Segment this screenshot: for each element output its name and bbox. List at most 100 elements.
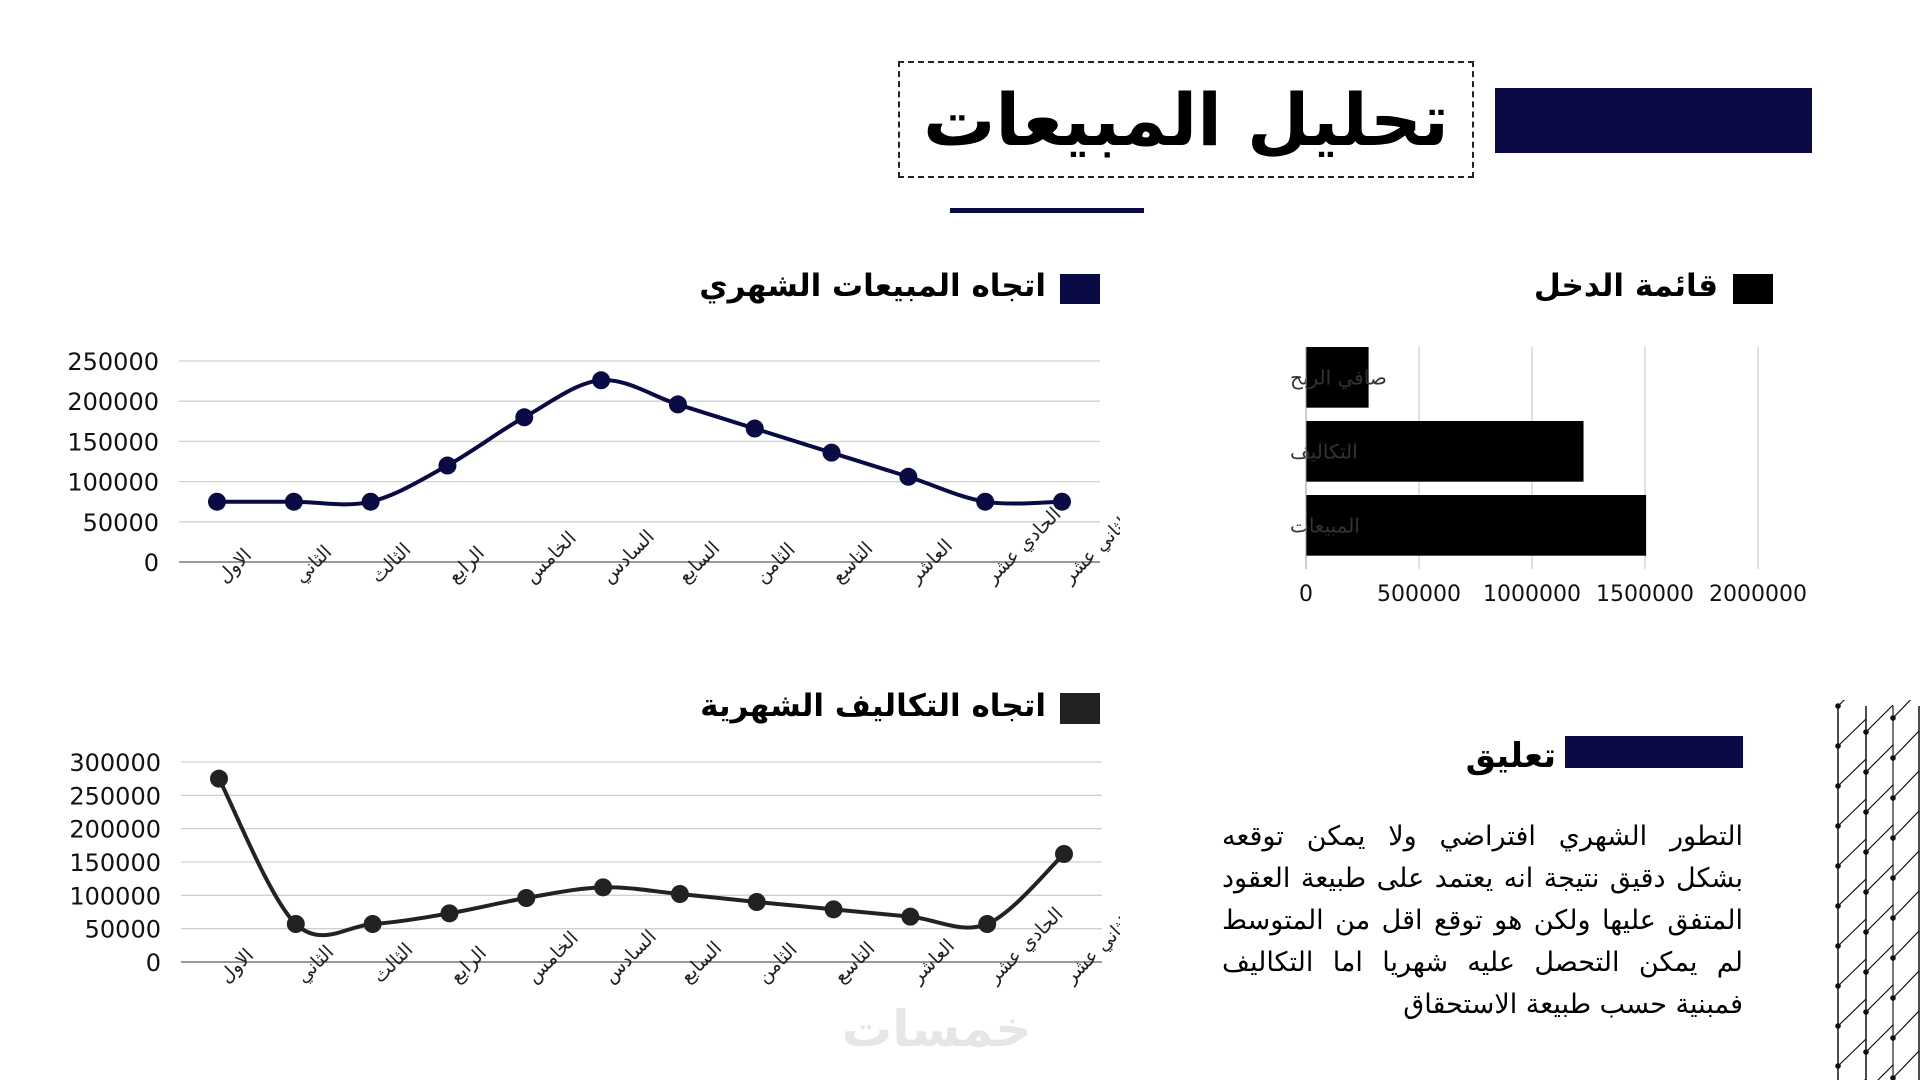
data-point bbox=[594, 878, 613, 897]
data-point bbox=[515, 408, 534, 427]
lattice-diagonal bbox=[1892, 930, 1920, 959]
lattice-diagonal bbox=[1865, 984, 1894, 1013]
data-point bbox=[976, 492, 995, 511]
lattice-diagonal bbox=[1892, 730, 1920, 759]
lattice-diagonal bbox=[1865, 904, 1894, 933]
y-tick-label: 100000 bbox=[69, 882, 161, 910]
lattice-diagonal bbox=[1892, 970, 1920, 999]
data-point bbox=[592, 371, 611, 390]
x-tick-label: الثاني bbox=[290, 541, 336, 587]
lattice-node bbox=[1863, 809, 1869, 815]
sales-trend-chart: 0 50000 100000 150000 200000 250000 الاول الثان… bbox=[67, 348, 1120, 588]
income-heading: قائمة الدخل bbox=[1533, 268, 1718, 304]
lattice-diagonal bbox=[1865, 704, 1894, 733]
lattice-node bbox=[1863, 1049, 1869, 1055]
data-point bbox=[822, 443, 841, 462]
data-point bbox=[517, 889, 536, 907]
lattice-diagonal bbox=[1865, 784, 1894, 813]
sales-trend-heading: اتجاه المبيعات الشهري bbox=[699, 268, 1046, 304]
lattice-node bbox=[1890, 995, 1896, 1001]
lattice-diagonal bbox=[1837, 998, 1867, 1027]
x-tick-label: الثالث bbox=[369, 939, 418, 988]
x-tick-label: الرابع bbox=[445, 942, 490, 987]
sales-heading-marker bbox=[1060, 274, 1100, 304]
series-line bbox=[217, 777, 1066, 938]
data-point bbox=[745, 419, 764, 438]
decorative-lattice-pattern bbox=[1835, 700, 1920, 1080]
lattice-node bbox=[1835, 983, 1841, 989]
title-accent-bar bbox=[1495, 88, 1812, 153]
x-tick-label: الاول bbox=[215, 944, 258, 987]
lattice-node bbox=[1863, 929, 1869, 935]
x-tick-label: الثاني عشر bbox=[1059, 909, 1120, 988]
lattice-node bbox=[1863, 969, 1869, 975]
lattice-node bbox=[1863, 729, 1869, 735]
lattice-diagonal bbox=[1865, 824, 1894, 853]
lattice-node bbox=[1835, 1023, 1841, 1029]
lattice-node bbox=[1835, 823, 1841, 829]
lattice-node bbox=[1890, 755, 1896, 761]
data-point bbox=[824, 900, 843, 919]
lattice-diagonal bbox=[1837, 838, 1867, 867]
lattice-node bbox=[1890, 955, 1896, 961]
data-point bbox=[361, 492, 380, 511]
y-category-label: المبيعات bbox=[1290, 513, 1360, 537]
data-point bbox=[440, 904, 459, 923]
income-bar-chart: 0 500000 1000000 1500000 2000000 صافي الربح ال… bbox=[1290, 347, 1807, 607]
lattice-node bbox=[1835, 703, 1841, 709]
lattice-diagonal bbox=[1892, 810, 1920, 839]
costs-trend-heading: اتجاه التكاليف الشهرية bbox=[700, 688, 1046, 724]
comment-heading-marker bbox=[1565, 736, 1743, 768]
x-tick-label: الخامس bbox=[522, 927, 582, 987]
x-tick-label: الثاني bbox=[292, 941, 338, 987]
x-tick-label: الرابع bbox=[443, 542, 488, 587]
lattice-diagonal bbox=[1877, 1064, 1894, 1080]
y-tick-label: 250000 bbox=[67, 348, 159, 376]
watermark-logo: خمسات bbox=[842, 1000, 1032, 1058]
x-tick-label: 500000 bbox=[1377, 582, 1461, 607]
title-underline bbox=[950, 208, 1144, 213]
lattice-diagonal bbox=[1837, 918, 1867, 947]
data-point bbox=[438, 456, 457, 475]
lattice-diagonal bbox=[1892, 850, 1920, 879]
lattice-node bbox=[1890, 875, 1896, 881]
data-point bbox=[284, 492, 303, 511]
lattice-node bbox=[1863, 1009, 1869, 1015]
lattice-node bbox=[1863, 889, 1869, 895]
lattice-node bbox=[1890, 915, 1896, 921]
lattice-diagonal bbox=[1837, 1038, 1867, 1067]
lattice-node bbox=[1890, 835, 1896, 841]
costs-heading-marker bbox=[1060, 693, 1100, 724]
lattice-diagonal bbox=[1892, 1010, 1920, 1039]
lattice-node bbox=[1835, 783, 1841, 789]
lattice-node bbox=[1863, 849, 1869, 855]
y-tick-label: 150000 bbox=[69, 849, 161, 877]
data-point bbox=[363, 915, 382, 933]
data-point bbox=[668, 395, 687, 414]
x-tick-label: السادس bbox=[599, 926, 661, 988]
series-line bbox=[216, 378, 1063, 507]
x-tick-label: الحادي عشر bbox=[980, 503, 1065, 588]
lattice-node bbox=[1890, 715, 1896, 721]
lattice-diagonal bbox=[1837, 758, 1867, 787]
x-tick-label: الثامن bbox=[753, 939, 802, 988]
costs-trend-chart: 0 50000 100000 150000 200000 250000 300000 الاو… bbox=[69, 749, 1120, 988]
x-tick-label: 1500000 bbox=[1596, 582, 1694, 607]
lattice-node bbox=[1835, 863, 1841, 869]
lattice-node bbox=[1890, 1035, 1896, 1041]
lattice-node bbox=[1890, 1075, 1896, 1080]
x-tick-label: الحادي عشر bbox=[982, 903, 1067, 988]
y-tick-label: 0 bbox=[146, 949, 161, 977]
bar bbox=[1306, 495, 1647, 556]
x-tick-label: الثامن bbox=[751, 539, 800, 588]
y-tick-label: 150000 bbox=[67, 428, 159, 456]
lattice-diagonal bbox=[1865, 744, 1894, 773]
lattice-node bbox=[1835, 903, 1841, 909]
y-tick-label: 200000 bbox=[67, 388, 159, 416]
y-tick-label: 0 bbox=[144, 549, 159, 577]
lattice-node bbox=[1863, 769, 1869, 775]
y-category-label: صافي الربح bbox=[1290, 365, 1387, 390]
lattice-diagonal bbox=[1892, 770, 1920, 799]
data-point bbox=[978, 915, 997, 933]
y-tick-label: 50000 bbox=[85, 916, 161, 944]
